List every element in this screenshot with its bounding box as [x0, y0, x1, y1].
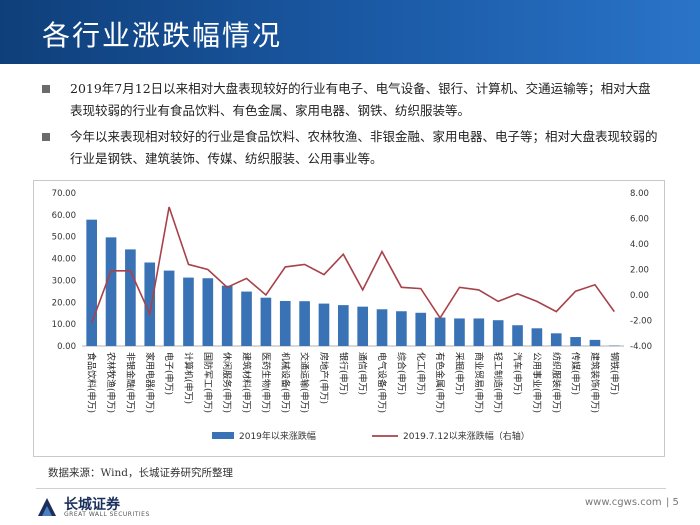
bar: [492, 320, 504, 346]
bar: [125, 249, 136, 346]
page-title: 各行业涨跌幅情况: [42, 19, 283, 52]
right-axis-tick-label: 0.00: [630, 291, 649, 301]
x-tick-label: 综合(申万): [395, 352, 407, 395]
bar: [144, 262, 156, 346]
x-tick-label: 电子(申万): [163, 352, 175, 395]
series-line: [90, 206, 615, 324]
left-axis-tick-label: 10.00: [52, 320, 76, 330]
x-tick-label: 电气设备(申万): [376, 352, 388, 413]
bar: [241, 291, 252, 346]
bullet-item: 2019年7月12日以来相对大盘表现较好的行业有电子、电气设备、银行、计算机、交…: [42, 78, 662, 122]
bullet-item: 今年以来表现相对较好的行业是食品饮料、农林牧渔、非银金融、家用电器、电子等；相对…: [42, 126, 662, 170]
x-tick-label: 建筑装饰(申万): [589, 352, 601, 413]
x-tick-label: 纺织服装(申万): [550, 352, 562, 413]
x-tick-label: 有色金属(申万): [434, 352, 446, 413]
x-tick-label: 食品饮料(申万): [86, 352, 98, 413]
bar: [550, 333, 562, 346]
x-tick-label: 机械设备(申万): [279, 352, 291, 413]
legend-bar-swatch: [212, 432, 234, 439]
bar: [299, 301, 310, 346]
bar: [86, 219, 98, 346]
logo-name-cn: 长城证券: [64, 497, 120, 513]
x-tick-label: 钢铁(申万): [608, 352, 620, 395]
bar: [183, 277, 194, 346]
right-axis-tick-label: -4.00: [630, 342, 652, 352]
x-tick-label: 农林牧渔(申万): [105, 352, 117, 413]
industry-change-chart: 0.00 10.00 20.00 30.00 40.00 50.00 60.00 70.00 -…: [52, 189, 652, 442]
bar: [279, 300, 291, 346]
left-axis-tick-label: 30.00: [52, 276, 76, 286]
x-tick-label: 采掘(申万): [454, 352, 466, 395]
x-tick-label: 汽车(申万): [512, 352, 524, 395]
summary-bullets: 2019年7月12日以来相对大盘表现较好的行业有电子、电气设备、银行、计算机、交…: [42, 78, 662, 174]
title-banner: 各行业涨跌幅情况: [0, 0, 700, 64]
footer-divider: [36, 488, 666, 489]
x-tick-label: 房地产(申万): [318, 352, 330, 404]
left-axis-tick-label: 40.00: [52, 255, 76, 265]
bar: [337, 305, 349, 346]
bar: [260, 297, 272, 346]
bullet-text: 2019年7月12日以来相对大盘表现较好的行业有电子、电气设备、银行、计算机、交…: [70, 81, 651, 118]
left-axis-tick-label: 20.00: [52, 298, 76, 308]
x-tick-label: 计算机(申万): [183, 352, 195, 404]
right-axis-tick-label: 2.00: [630, 266, 649, 276]
x-tick-label: 非银金融(申万): [124, 352, 136, 413]
right-axis-tick-label: 8.00: [630, 189, 649, 199]
bar: [376, 309, 388, 346]
bar: [415, 312, 427, 346]
page-number: | 5: [666, 497, 679, 508]
bar: [396, 311, 407, 346]
bar: [473, 318, 485, 346]
x-tick-label: 银行(申万): [337, 352, 349, 395]
bullet-square-icon: [42, 133, 50, 141]
x-tick-label: 建筑材料(申万): [241, 352, 253, 413]
bar: [512, 325, 523, 346]
bullet-text: 今年以来表现相对较好的行业是食品饮料、农林牧渔、非银金融、家用电器、电子等；相对…: [70, 129, 658, 166]
x-tick-label: 化工(申万): [415, 352, 427, 395]
bar: [202, 278, 214, 346]
bar: [454, 318, 465, 346]
left-axis-tick-label: 70.00: [52, 189, 76, 199]
bar: [163, 270, 175, 346]
legend-label: 2019.7.12以来涨跌幅（右轴）: [403, 430, 530, 442]
x-tick-label: 公用事业(申万): [531, 352, 543, 413]
x-tick-label: 传媒(申万): [570, 352, 582, 395]
x-tick-label: 商业贸易(申万): [473, 352, 485, 413]
bar: [318, 303, 330, 346]
x-tick-label: 休闲服务(申万): [221, 352, 233, 413]
bar: [608, 345, 620, 347]
bar: [589, 339, 601, 346]
right-axis-tick-label: -2.00: [630, 317, 652, 327]
bullet-square-icon: [42, 85, 50, 93]
bar: [434, 317, 446, 346]
bar: [531, 328, 543, 346]
great-wall-logo-icon: [36, 496, 58, 518]
x-tick-label: 轻工制造(申万): [492, 352, 504, 413]
website-url[interactable]: www.cgws.com: [585, 497, 662, 508]
logo-name-en: GREAT WALL SECURITIES: [64, 511, 150, 518]
x-tick-label: 医药生物(申万): [260, 352, 272, 413]
left-axis-tick-label: 50.00: [52, 233, 76, 243]
x-tick-label: 通信(申万): [357, 352, 369, 395]
bar: [221, 285, 233, 346]
left-axis-tick-label: 60.00: [52, 211, 76, 221]
bar: [357, 306, 369, 346]
company-logo: 长城证券 GREAT WALL SECURITIES: [36, 494, 216, 520]
right-axis-tick-label: 4.00: [630, 240, 649, 250]
right-axis-tick-label: 6.00: [630, 215, 649, 225]
bar: [570, 337, 581, 346]
x-tick-label: 国防军工(申万): [202, 352, 214, 413]
legend-label: 2019年以来涨跌幅: [239, 430, 316, 442]
chart-container: 0.00 10.00 20.00 30.00 40.00 50.00 60.00 70.00 -…: [33, 180, 665, 457]
bar: [105, 237, 117, 346]
x-tick-label: 家用电器(申万): [144, 352, 156, 413]
data-source: 数据来源：Wind，长城证券研究所整理: [48, 467, 233, 479]
x-tick-label: 交通运输(申万): [299, 352, 311, 413]
left-axis-tick-label: 0.00: [57, 342, 76, 352]
